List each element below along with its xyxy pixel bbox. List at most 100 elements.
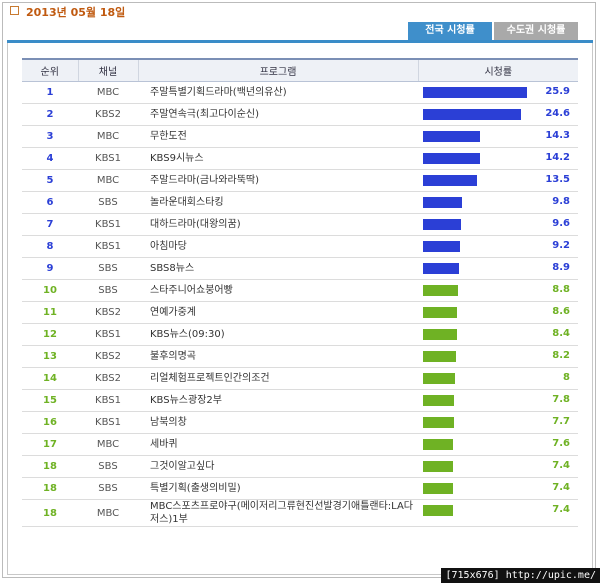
row: 2 KBS2 주말연속극(최고다이순신) 24.6: [22, 103, 578, 126]
rating: 9.6: [552, 218, 570, 229]
rating-cell: 14.3: [418, 125, 578, 148]
row: 9 SBS SBS8뉴스 8.9: [22, 257, 578, 280]
rating: 7.6: [552, 438, 570, 449]
watermark: [715x676] http://upic.me/: [441, 568, 600, 583]
channel: SBS: [78, 191, 138, 214]
date: 2013년 05월 18일: [26, 6, 126, 19]
tab[interactable]: 전국 시청률: [408, 22, 492, 40]
program: 그것이알고싶다: [138, 455, 418, 478]
rating-cell: 7.4: [418, 477, 578, 500]
channel: KBS2: [78, 103, 138, 126]
channel: MBC: [78, 499, 138, 527]
program: 특별기획(출생의비밀): [138, 477, 418, 500]
rank: 17: [22, 433, 78, 456]
rating-bar: [423, 307, 458, 318]
rating: 7.4: [552, 504, 570, 515]
program: SBS8뉴스: [138, 257, 418, 280]
row: 16 KBS1 남북의창 7.7: [22, 411, 578, 434]
rank: 18: [22, 455, 78, 478]
header: 채널: [77, 58, 138, 82]
frame: [2, 2, 596, 578]
rank: 7: [22, 213, 78, 236]
rating-bar: [423, 329, 457, 340]
rating-cell: 8.9: [418, 257, 578, 280]
program: 아침마당: [138, 235, 418, 258]
rank: 13: [22, 345, 78, 368]
header: 시청률: [417, 58, 578, 82]
rating: 9.2: [552, 240, 570, 251]
rating-bar: [423, 483, 453, 494]
row: 5 MBC 주말드라마(금나와라뚝딱) 13.5: [22, 169, 578, 192]
channel: MBC: [78, 433, 138, 456]
rating: 8.8: [552, 284, 570, 295]
program: 불후의명곡: [138, 345, 418, 368]
program: 남북의창: [138, 411, 418, 434]
channel: KBS1: [78, 323, 138, 346]
rank: 3: [22, 125, 78, 148]
channel: KBS2: [78, 345, 138, 368]
rating: 8.9: [552, 262, 570, 273]
channel: SBS: [78, 455, 138, 478]
program: 대하드라마(대왕의꿈): [138, 213, 418, 236]
row: 11 KBS2 연예가중계 8.6: [22, 301, 578, 324]
rating-cell: 8: [418, 367, 578, 390]
channel: KBS1: [78, 147, 138, 170]
rating-bar: [423, 241, 460, 252]
channel: SBS: [78, 477, 138, 500]
row: 10 SBS 스타주니어쇼붕어빵 8.8: [22, 279, 578, 302]
channel: MBC: [78, 169, 138, 192]
program: 놀라운대회스타킹: [138, 191, 418, 214]
date-icon: [10, 6, 19, 15]
row: 13 KBS2 불후의명곡 8.2: [22, 345, 578, 368]
program: 세바퀴: [138, 433, 418, 456]
row: 4 KBS1 KBS9시뉴스 14.2: [22, 147, 578, 170]
rank: 11: [22, 301, 78, 324]
channel: SBS: [78, 257, 138, 280]
tab[interactable]: 수도권 시청률: [494, 22, 578, 40]
rating-cell: 25.9: [418, 81, 578, 104]
rating-bar: [423, 263, 459, 274]
channel: KBS1: [78, 235, 138, 258]
header: 순위: [22, 58, 78, 82]
rating-bar: [423, 417, 454, 428]
rating: 8.4: [552, 328, 570, 339]
rank: 10: [22, 279, 78, 302]
program: KBS뉴스(09:30): [138, 323, 418, 346]
program: MBC스포츠프로야구(메이저리그류현진선발경기애틀랜타:LA다저스)1부: [138, 499, 418, 527]
row: 15 KBS1 KBS뉴스광장2부 7.8: [22, 389, 578, 412]
rating: 13.5: [545, 174, 570, 185]
rating-bar: [423, 87, 527, 98]
rating-bar: [423, 373, 455, 384]
rating-cell: 7.8: [418, 389, 578, 412]
program: 연예가중계: [138, 301, 418, 324]
channel: KBS1: [78, 411, 138, 434]
rating: 7.4: [552, 482, 570, 493]
rank: 15: [22, 389, 78, 412]
rating-bar: [423, 505, 453, 516]
rating-cell: 13.5: [418, 169, 578, 192]
rating-cell: 24.6: [418, 103, 578, 126]
channel: KBS2: [78, 301, 138, 324]
rank: 18: [22, 477, 78, 500]
rating-cell: 8.4: [418, 323, 578, 346]
row: 12 KBS1 KBS뉴스(09:30) 8.4: [22, 323, 578, 346]
rating-cell: 7.4: [418, 499, 578, 527]
rating-bar: [423, 109, 522, 120]
rating: 7.7: [552, 416, 570, 427]
program: 주말드라마(금나와라뚝딱): [138, 169, 418, 192]
rating-bar: [423, 439, 454, 450]
rating-bar: [423, 285, 459, 296]
rating-cell: 9.8: [418, 191, 578, 214]
channel: KBS2: [78, 367, 138, 390]
rating-cell: 7.7: [418, 411, 578, 434]
program: 스타주니어쇼붕어빵: [138, 279, 418, 302]
rank: 1: [22, 81, 78, 104]
ratings-table: 순위 채널 프로그램 시청률 1 MBC 주말특별기획드라마(백년의유산) 25.9 2…: [22, 58, 578, 527]
program: 무한도전: [138, 125, 418, 148]
rank: 9: [22, 257, 78, 280]
channel: MBC: [78, 81, 138, 104]
rating: 7.8: [552, 394, 570, 405]
rating: 7.4: [552, 460, 570, 471]
rating-bar: [423, 175, 477, 186]
row: 8 KBS1 아침마당 9.2: [22, 235, 578, 258]
